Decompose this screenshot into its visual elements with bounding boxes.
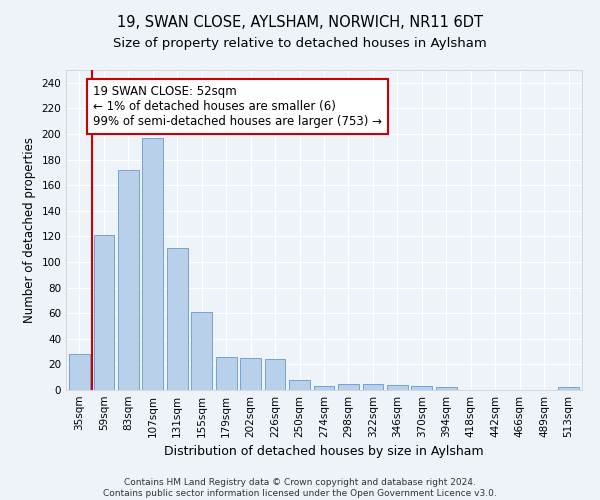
Bar	[558, 388, 579, 390]
Y-axis label: Number of detached properties: Number of detached properties	[23, 137, 36, 323]
Bar	[69, 354, 90, 390]
Text: Size of property relative to detached houses in Aylsham: Size of property relative to detached ho…	[113, 38, 487, 51]
Bar	[240, 358, 261, 390]
Bar	[167, 248, 188, 390]
Bar	[314, 386, 334, 390]
Bar	[387, 385, 408, 390]
Bar	[94, 235, 114, 390]
Bar	[436, 388, 457, 390]
Bar	[191, 312, 212, 390]
Text: 19, SWAN CLOSE, AYLSHAM, NORWICH, NR11 6DT: 19, SWAN CLOSE, AYLSHAM, NORWICH, NR11 6…	[117, 15, 483, 30]
Bar	[216, 356, 236, 390]
Bar	[362, 384, 383, 390]
Bar	[412, 386, 432, 390]
Text: Contains HM Land Registry data © Crown copyright and database right 2024.
Contai: Contains HM Land Registry data © Crown c…	[103, 478, 497, 498]
Text: 19 SWAN CLOSE: 52sqm
← 1% of detached houses are smaller (6)
99% of semi-detache: 19 SWAN CLOSE: 52sqm ← 1% of detached ho…	[93, 86, 382, 128]
Bar	[265, 360, 286, 390]
Bar	[118, 170, 139, 390]
Bar	[289, 380, 310, 390]
X-axis label: Distribution of detached houses by size in Aylsham: Distribution of detached houses by size …	[164, 446, 484, 458]
Bar	[142, 138, 163, 390]
Bar	[338, 384, 359, 390]
